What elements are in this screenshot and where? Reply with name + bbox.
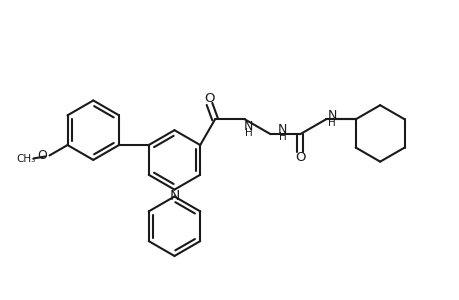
Text: N: N <box>244 120 253 133</box>
Text: H: H <box>244 128 252 138</box>
Text: O: O <box>38 149 47 162</box>
Text: O: O <box>294 152 305 164</box>
Text: CH₃: CH₃ <box>16 154 35 164</box>
Text: N: N <box>169 189 179 202</box>
Text: H: H <box>278 132 285 142</box>
Text: N: N <box>277 123 286 136</box>
Text: N: N <box>326 109 336 122</box>
Text: H: H <box>327 118 335 128</box>
Text: O: O <box>204 92 214 106</box>
